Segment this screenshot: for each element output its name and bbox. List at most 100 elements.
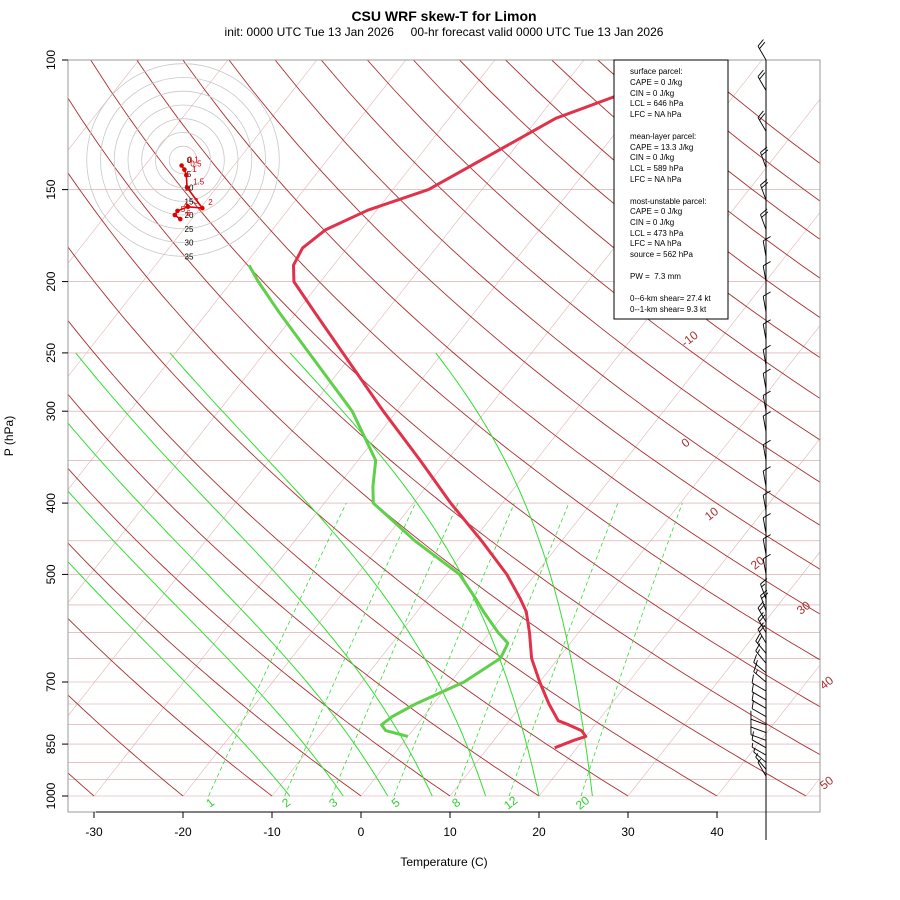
wind-barb [750, 718, 767, 734]
y-tick-label: 250 [44, 343, 58, 363]
parcel-info-box: surface parcel: CAPE = 0 J/kg CIN = 0 J/… [613, 59, 729, 320]
hodograph-point [185, 204, 191, 210]
y-tick-label: 500 [44, 564, 58, 584]
wind-barb [762, 344, 771, 366]
x-tick-label: 0 [358, 825, 365, 839]
hodograph-ring [86, 63, 280, 257]
isotherm-line [68, 60, 407, 491]
moist-adiabat-line [435, 352, 593, 797]
isotherm-label: 0 [679, 435, 693, 450]
isobar-lines [68, 60, 820, 797]
hodograph-height-label: 3 [194, 197, 199, 206]
hodograph-ring [168, 145, 198, 175]
dry-adiabat-line [68, 467, 451, 797]
dry-adiabat-line [68, 246, 718, 797]
wind-barb [762, 534, 771, 555]
y-tick-label: 200 [44, 271, 58, 291]
mixing-ratio-label: 5 [389, 795, 403, 810]
mean-layer-header: mean-layer parcel: [630, 132, 696, 141]
precipitable-water: PW = 7.3 mm [630, 272, 681, 281]
isotherm-line [68, 60, 318, 377]
surface-cin: CIN = 0 J/kg [630, 89, 674, 98]
hodograph-ring-label: 5 [187, 170, 192, 179]
mixing-ratio-label: 3 [326, 795, 340, 810]
wind-barb [757, 612, 767, 633]
hodograph-ring [127, 104, 239, 216]
y-axis-label: P (hPa) [2, 416, 16, 456]
wind-barb [755, 753, 767, 770]
parcel-box-frame [613, 59, 729, 320]
x-tick-label: 20 [532, 825, 546, 839]
dry-adiabat-line [68, 542, 362, 797]
dry-adiabat-line [182, 60, 820, 615]
most-unstable-cin: CIN = 0 J/kg [630, 218, 674, 227]
hodograph-point [200, 205, 205, 211]
hodograph-height-label: 1.5 [193, 178, 205, 187]
hodograph-height-label: 6 [186, 209, 191, 218]
moist-adiabat-line [289, 352, 540, 797]
isotherm-line [627, 551, 820, 797]
x-tick-label: -20 [174, 825, 192, 839]
wind-barb [751, 691, 767, 709]
hodograph-ring [141, 118, 225, 202]
y-tick-label: 850 [44, 734, 58, 754]
wind-barb [753, 654, 767, 674]
x-axis-label: Temperature (C) [400, 855, 487, 869]
wind-barb [755, 633, 767, 654]
mixing-ratio-label: 2 [279, 795, 293, 810]
surface-lcl: LCL = 646 hPa [630, 99, 684, 108]
isotherm-line [271, 98, 820, 797]
wind-barb [762, 490, 771, 512]
mixing-ratio-line [393, 502, 515, 797]
isotherm-line [68, 60, 229, 264]
surface-cape: CAPE = 0 J/kg [630, 78, 682, 87]
x-tick-label: -30 [85, 825, 103, 839]
isotherm-label: -10 [678, 328, 701, 350]
isotherm-line [716, 664, 820, 797]
wind-barb [757, 110, 767, 132]
wind-barb [757, 622, 767, 644]
isotherm-line [68, 60, 585, 717]
wind-barb [760, 179, 769, 201]
mixing-ratio-line [454, 502, 570, 797]
y-tick-label: 400 [44, 493, 58, 513]
dry-adiabat-line [68, 694, 184, 797]
dry-adiabat-line [274, 60, 820, 526]
hodograph-ring-label: 30 [185, 239, 194, 248]
wind-barb [760, 578, 768, 600]
mean-layer-cin: CIN = 0 J/kg [630, 153, 674, 162]
isotherm-label: 10 [702, 504, 721, 523]
surface-lfc: LFC = NA hPa [630, 110, 682, 119]
hodograph-height-label: 5 [181, 205, 186, 214]
isotherm-label: 30 [794, 598, 813, 617]
y-tick-label: 150 [44, 179, 58, 199]
wind-barb [760, 146, 769, 168]
x-tick-label: 30 [621, 825, 635, 839]
wind-barb [751, 674, 767, 692]
wind-barb [762, 439, 771, 461]
hodograph-ring [155, 132, 211, 188]
hodograph-height-label: 2 [208, 198, 213, 207]
dry-adiabat-line [228, 60, 820, 570]
chart-title: CSU WRF skew-T for Limon [351, 8, 536, 24]
dry-adiabat-line [366, 60, 820, 441]
dry-adiabat-line [459, 60, 820, 359]
dry-adiabat-line [68, 393, 540, 797]
y-tick-label: 100 [44, 50, 58, 70]
wind-barb [760, 208, 769, 230]
wind-barb [762, 368, 771, 390]
isotherm-line [93, 60, 674, 797]
hodograph-ring-label: 20 [185, 211, 194, 220]
wind-barb [757, 39, 767, 61]
wind-barb [750, 710, 767, 726]
hodograph-ring [100, 77, 266, 243]
profile-series [247, 89, 632, 750]
wind-barb [751, 700, 767, 717]
x-axis-ticks: -30 -20 -10 0 10 20 30 40 [85, 811, 724, 839]
dry-adiabat-line [68, 319, 629, 797]
dry-adiabat-line [320, 60, 820, 483]
wind-barb [762, 466, 771, 487]
wind-barb [762, 236, 771, 257]
